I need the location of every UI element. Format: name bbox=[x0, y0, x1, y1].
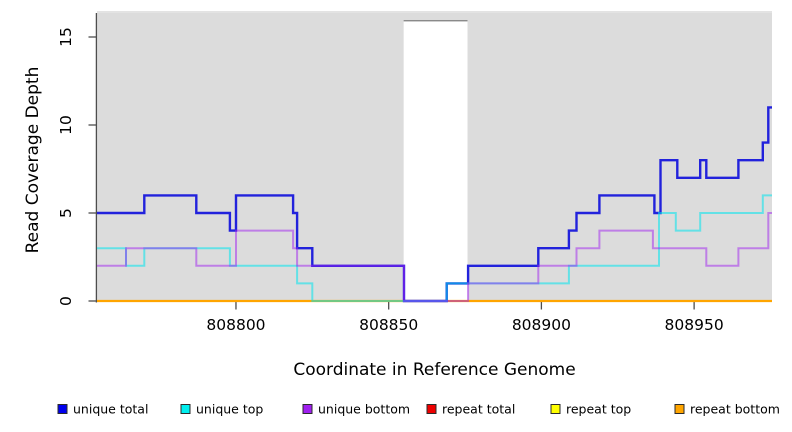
legend-label: unique top bbox=[196, 402, 263, 417]
legend-label: unique bottom bbox=[318, 402, 410, 417]
legend-label: repeat total bbox=[442, 402, 515, 417]
legend-item-repeat-top: repeat top bbox=[550, 402, 631, 417]
legend-label: unique total bbox=[73, 402, 148, 417]
legend-item-unique-top: unique top bbox=[180, 402, 263, 417]
series-unique-top-line bbox=[97, 194, 772, 302]
x-tick-label: 808850 bbox=[359, 316, 418, 334]
legend-swatch-repeat-total bbox=[426, 404, 437, 414]
legend: unique total unique top unique bottom repea… bbox=[57, 402, 780, 417]
legend-swatch-unique-total bbox=[57, 404, 68, 414]
x-axis-title: Coordinate in Reference Genome bbox=[293, 360, 576, 380]
x-tick-label: 808950 bbox=[665, 316, 724, 334]
y-tick-label: 0 bbox=[57, 296, 75, 306]
legend-swatch-repeat-top bbox=[550, 404, 561, 414]
legend-item-repeat-bottom: repeat bottom bbox=[674, 402, 780, 417]
y-tick-label: 15 bbox=[57, 27, 75, 47]
y-tick-label: 10 bbox=[57, 115, 75, 135]
legend-swatch-unique-bottom bbox=[302, 404, 313, 414]
y-tick-label: 5 bbox=[57, 208, 75, 218]
y-axis-title: Read Coverage Depth bbox=[23, 66, 43, 254]
legend-label: repeat top bbox=[566, 402, 631, 417]
legend-item-unique-total: unique total bbox=[57, 402, 148, 417]
legend-swatch-repeat-bottom bbox=[674, 404, 685, 414]
legend-swatch-unique-top bbox=[180, 404, 191, 414]
legend-item-unique-bottom: unique bottom bbox=[302, 402, 410, 417]
series-unique-total-line bbox=[97, 106, 772, 303]
masked-gap-region bbox=[403, 21, 468, 302]
series-unique-bottom-line bbox=[97, 212, 772, 302]
legend-item-repeat-total: repeat total bbox=[426, 402, 515, 417]
x-tick-label: 808900 bbox=[512, 316, 571, 334]
legend-label: repeat bottom bbox=[690, 402, 780, 417]
x-tick-label: 808800 bbox=[206, 316, 265, 334]
